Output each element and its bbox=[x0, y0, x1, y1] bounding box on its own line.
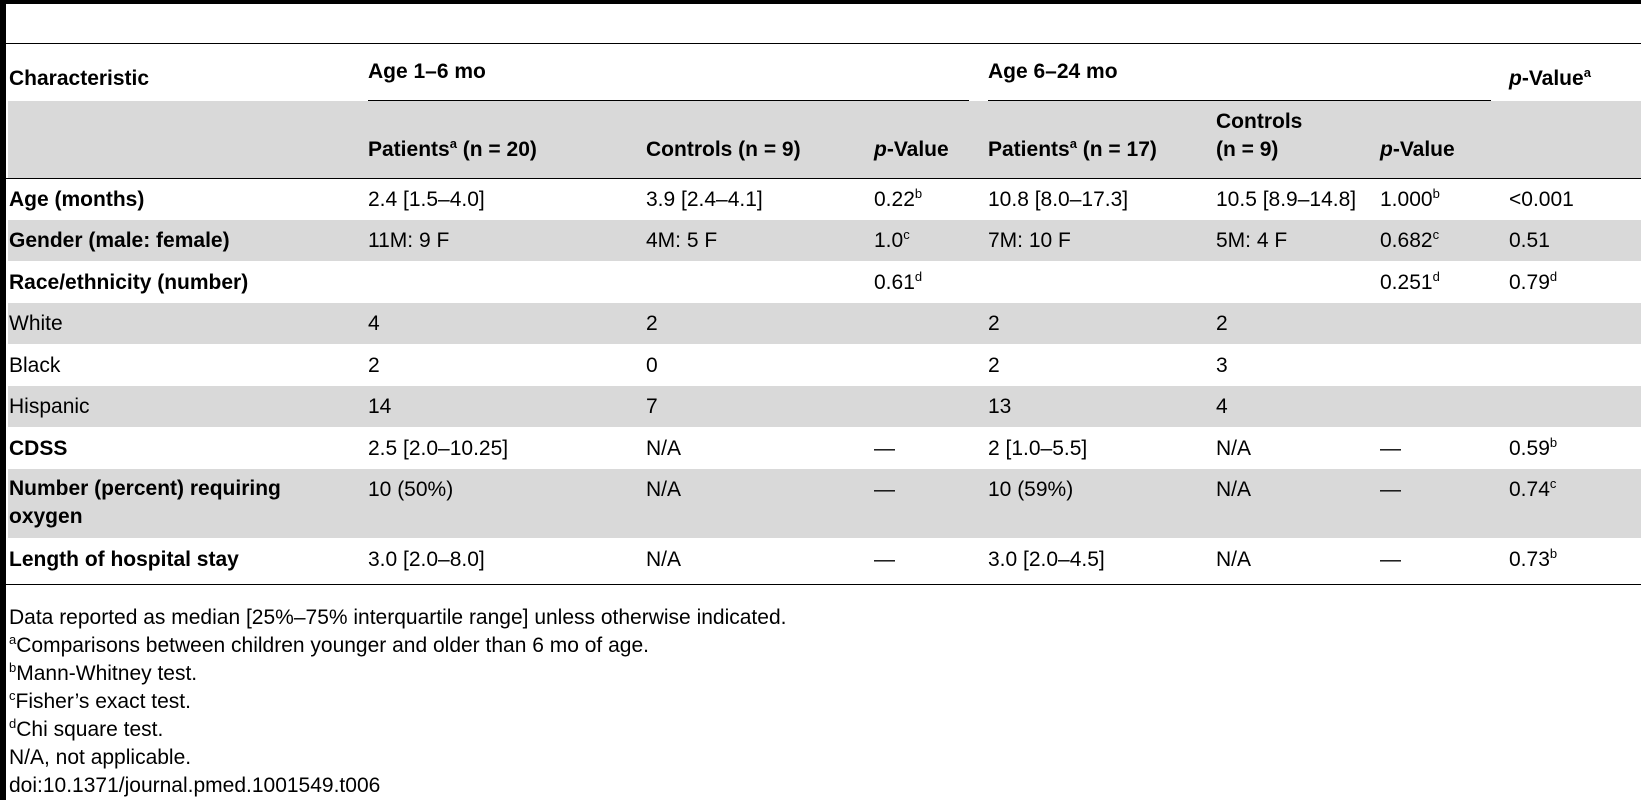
row-shade bbox=[8, 469, 1641, 538]
cell-controls-6-24: 5M: 4 F bbox=[1216, 229, 1288, 252]
cell-patients-1-6: 4 bbox=[368, 312, 380, 335]
cell-controls-1-6: 0 bbox=[646, 354, 658, 377]
cell-controls-6-24: 4 bbox=[1216, 395, 1228, 418]
row-label: Number (percent) requiring oxygen bbox=[9, 477, 281, 528]
header-controls-1-6: Controls (n = 9) bbox=[646, 138, 801, 161]
cell-pvalue-overall: 0.73b bbox=[1509, 546, 1558, 571]
cell-controls-1-6: 7 bbox=[646, 395, 658, 418]
cell-pvalue-overall: 0.79d bbox=[1509, 269, 1558, 294]
cell-pvalue-6-24: 0.682c bbox=[1380, 227, 1440, 252]
cell-patients-6-24: 2 bbox=[988, 312, 1000, 335]
cell-controls-6-24: N/A bbox=[1216, 548, 1252, 571]
footnote-c: cFisher’s exact test. bbox=[9, 688, 191, 713]
top-rule bbox=[0, 0, 1641, 4]
cell-controls-1-6: 2 bbox=[646, 312, 658, 335]
cell-pvalue-1-6: — bbox=[874, 478, 895, 501]
subheader-background bbox=[8, 101, 1641, 178]
header-group-age-6-24: Age 6–24 mo bbox=[988, 60, 1118, 83]
cell-controls-6-24: N/A bbox=[1216, 437, 1252, 460]
row-label: Race/ethnicity (number) bbox=[9, 271, 249, 294]
row-label: Age (months) bbox=[9, 188, 145, 211]
cell-pvalue-6-24: 1.000b bbox=[1380, 186, 1440, 211]
cell-patients-6-24: 10.8 [8.0–17.3] bbox=[988, 188, 1129, 211]
footnote-na: N/A, not applicable. bbox=[9, 746, 192, 769]
cell-controls-1-6: 4M: 5 F bbox=[646, 229, 718, 252]
left-border bbox=[0, 0, 6, 800]
row-label: Hispanic bbox=[9, 395, 90, 418]
cell-patients-1-6: 3.0 [2.0–8.0] bbox=[368, 548, 485, 571]
cell-patients-6-24: 2 [1.0–5.5] bbox=[988, 437, 1088, 460]
cell-patients-1-6: 2 bbox=[368, 354, 380, 377]
footnote-data-reported: Data reported as median [25%–75% interqu… bbox=[9, 606, 787, 629]
cell-patients-1-6: 10 (50%) bbox=[368, 478, 454, 501]
row-shade bbox=[8, 303, 1641, 344]
cell-pvalue-6-24: — bbox=[1380, 548, 1401, 571]
cell-pvalue-1-6: 0.22b bbox=[874, 186, 923, 211]
cell-patients-1-6: 14 bbox=[368, 395, 392, 418]
row-label: Length of hospital stay bbox=[9, 548, 239, 571]
cell-patients-1-6: 11M: 9 F bbox=[368, 229, 450, 252]
footnote-d: dChi square test. bbox=[9, 716, 164, 741]
group2-rule bbox=[988, 100, 1491, 101]
cell-patients-6-24: 10 (59%) bbox=[988, 478, 1074, 501]
cell-controls-6-24: 10.5 [8.9–14.8] bbox=[1216, 188, 1357, 211]
row-label: CDSS bbox=[9, 437, 68, 460]
cell-controls-1-6: N/A bbox=[646, 437, 682, 460]
footnote-a: aComparisons between children younger an… bbox=[9, 632, 649, 657]
header-bottom-rule bbox=[0, 178, 1641, 179]
header-controls-6-24-line2: (n = 9) bbox=[1216, 138, 1279, 161]
cell-patients-1-6: 2.5 [2.0–10.25] bbox=[368, 437, 509, 460]
row-label: Black bbox=[9, 354, 61, 377]
row-shade bbox=[8, 220, 1641, 261]
cell-patients-1-6: 2.4 [1.5–4.0] bbox=[368, 188, 485, 211]
cell-pvalue-6-24: — bbox=[1380, 478, 1401, 501]
cell-pvalue-1-6: — bbox=[874, 437, 895, 460]
cell-patients-6-24: 13 bbox=[988, 395, 1012, 418]
footnote-b: bMann-Whitney test. bbox=[9, 660, 198, 685]
doi-link[interactable]: doi:10.1371/journal.pmed.1001549.t006 bbox=[9, 774, 381, 797]
header-pvalue-6-24: p-Value bbox=[1380, 138, 1455, 161]
cell-controls-1-6: N/A bbox=[646, 478, 682, 501]
row-shade bbox=[8, 386, 1641, 427]
header-characteristic: Characteristic bbox=[9, 67, 150, 90]
cell-controls-6-24: N/A bbox=[1216, 478, 1252, 501]
cell-pvalue-1-6: — bbox=[874, 548, 895, 571]
cell-patients-6-24: 7M: 10 F bbox=[988, 229, 1071, 252]
cell-pvalue-overall: 0.51 bbox=[1509, 229, 1550, 252]
header-patients-6-24: Patientsa (n = 17) bbox=[988, 136, 1157, 161]
cell-pvalue-overall: 0.59b bbox=[1509, 435, 1558, 460]
row-label: Gender (male: female) bbox=[9, 229, 230, 252]
cell-pvalue-overall: 0.74c bbox=[1509, 476, 1557, 501]
row-label: White bbox=[9, 312, 63, 335]
header-group-age-1-6: Age 1–6 mo bbox=[368, 60, 486, 83]
cell-pvalue-1-6: 1.0c bbox=[874, 227, 910, 252]
cell-pvalue-1-6: 0.61d bbox=[874, 269, 923, 294]
cell-pvalue-6-24: — bbox=[1380, 437, 1401, 460]
header-patients-1-6: Patientsa (n = 20) bbox=[368, 136, 537, 161]
cell-patients-6-24: 3.0 [2.0–4.5] bbox=[988, 548, 1105, 571]
cell-controls-6-24: 2 bbox=[1216, 312, 1228, 335]
cell-controls-1-6: 3.9 [2.4–4.1] bbox=[646, 188, 763, 211]
group1-rule bbox=[368, 100, 969, 101]
cell-patients-6-24: 2 bbox=[988, 354, 1000, 377]
cell-pvalue-6-24: 0.251d bbox=[1380, 269, 1440, 294]
header-controls-6-24-line1: Controls bbox=[1216, 110, 1303, 133]
header-pvalue-1-6: p-Value bbox=[874, 138, 949, 161]
header-top-rule bbox=[0, 43, 1641, 44]
cell-controls-6-24: 3 bbox=[1216, 354, 1228, 377]
header-overall-pvalue: p-Valuea bbox=[1509, 65, 1591, 90]
cell-controls-1-6: N/A bbox=[646, 548, 682, 571]
table-bottom-rule bbox=[0, 584, 1641, 585]
cell-pvalue-overall: <0.001 bbox=[1509, 188, 1574, 211]
